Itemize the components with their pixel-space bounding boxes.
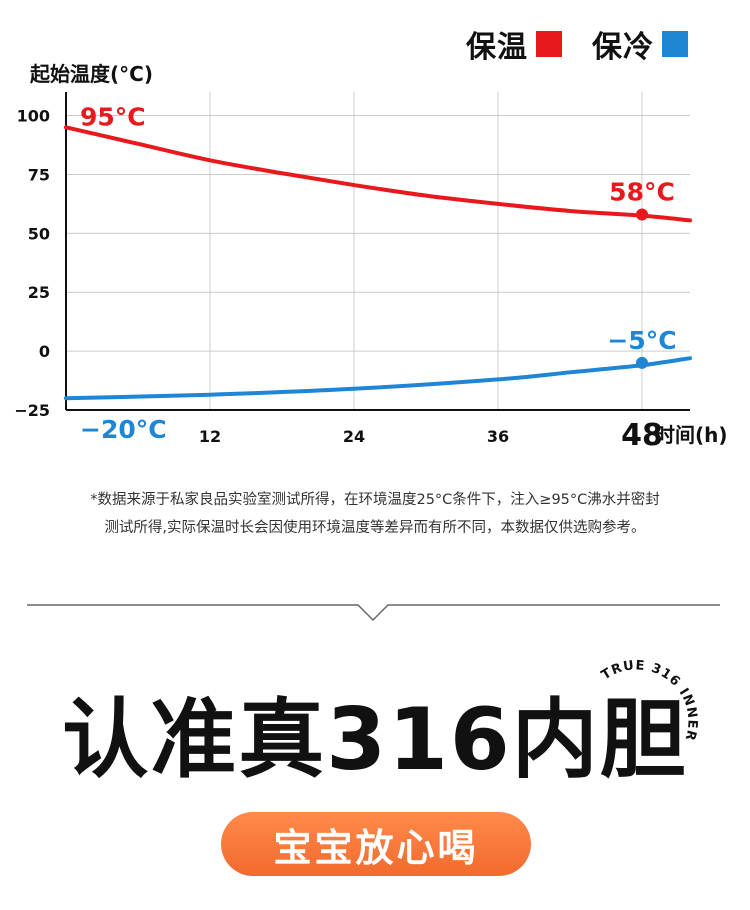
y-tick-label: 25 [28, 283, 50, 302]
legend-label-warm: 保温 [466, 30, 528, 65]
legend-swatch-warm [536, 31, 562, 57]
footnote-line-1: *数据来源于私家良品实验室测试所得，在环境温度25°C条件下，注入≥95°C沸水… [90, 492, 660, 508]
y-axis-label: 起始温度(°C) [30, 62, 153, 86]
y-tick-label: 0 [39, 342, 50, 361]
x-tick-label: 12 [199, 427, 221, 446]
section-divider [27, 604, 720, 622]
warm-end-label: 58°C [609, 177, 675, 206]
legend-item-cold: 保冷 [592, 22, 688, 66]
safe-drink-pill: 宝宝放心喝 [221, 812, 531, 876]
y-tick-label: 75 [28, 165, 50, 184]
chart-legend: 保温 保冷 [466, 22, 688, 66]
warm-series-line [64, 125, 692, 223]
legend-item-warm: 保温 [466, 22, 562, 66]
warm-start-label: 95°C [80, 102, 146, 131]
legend-label-cold: 保冷 [592, 30, 654, 65]
cold-start-label: −20°C [80, 415, 167, 444]
headline: 认准真316内胆 [62, 690, 688, 790]
y-tick-label: 100 [17, 107, 50, 126]
cold-series-line [64, 356, 692, 401]
divider-line [27, 604, 720, 622]
x-tick-label: 36 [487, 427, 509, 446]
warm-end-marker [636, 208, 648, 221]
true-316-inner-badge: TRUE 316 INNER [599, 658, 699, 743]
x-tick-label: 48 [621, 418, 663, 453]
footnote: *数据来源于私家良品实验室测试所得，在环境温度25°C条件下，注入≥95°C沸水… [0, 486, 750, 542]
pill-label: 宝宝放心喝 [273, 825, 479, 870]
y-tick-label: 50 [28, 224, 50, 243]
legend-swatch-cold [662, 31, 688, 57]
cold-end-marker [636, 356, 648, 369]
footnote-line-2: 测试所得,实际保温时长会因使用环境温度等差异而有所不同，本数据仅供选购参考。 [104, 520, 646, 536]
y-tick-label: −25 [14, 401, 50, 420]
x-axis-label: 时间(h) [655, 423, 728, 447]
cold-end-label: −5°C [607, 326, 676, 355]
x-tick-label: 24 [343, 427, 365, 446]
